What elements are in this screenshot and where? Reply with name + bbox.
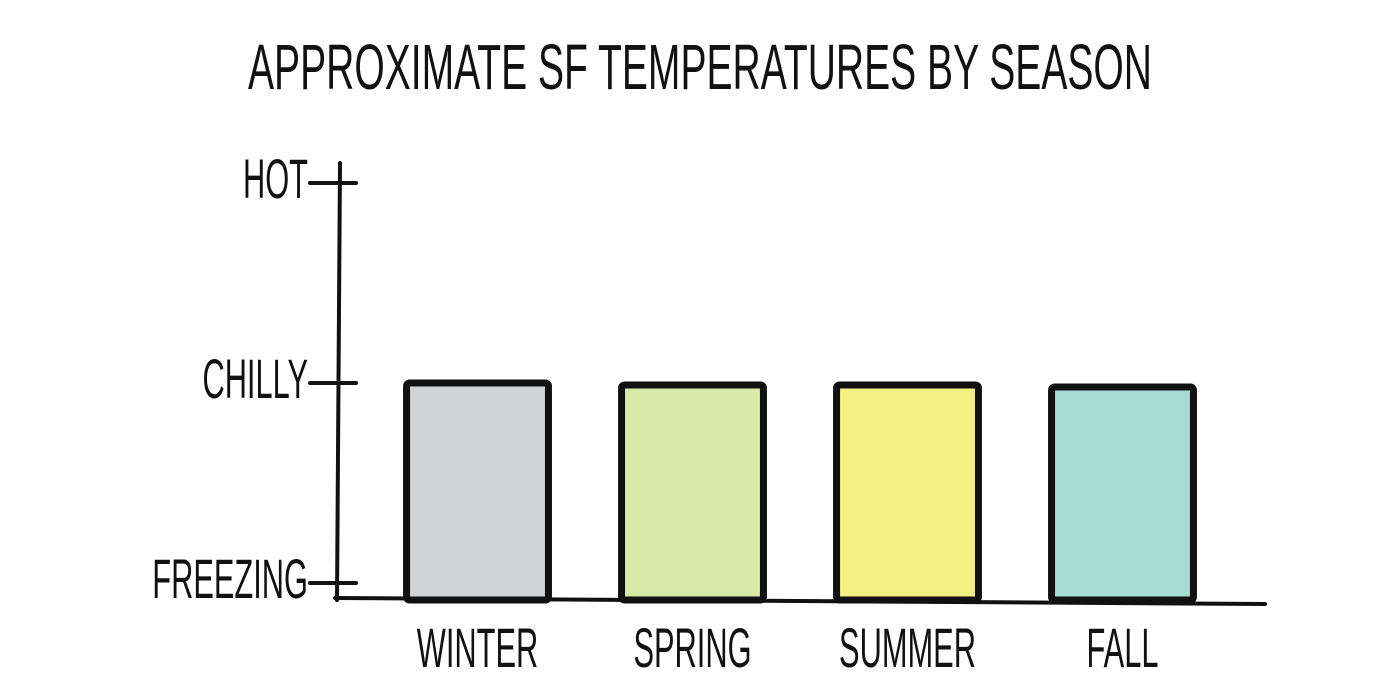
bar — [833, 381, 982, 604]
y-tick-label: CHILLY — [202, 347, 308, 410]
bar — [1048, 383, 1197, 604]
bar — [618, 381, 767, 604]
x-tick-label: SUMMER — [839, 616, 976, 679]
chart-title: APPROXIMATE SF TEMPERATURES BY SEASON — [248, 31, 1152, 103]
y-tick-label: HOT — [243, 147, 308, 210]
bar — [403, 379, 552, 604]
x-tick-label: FALL — [1087, 616, 1159, 679]
x-tick-label: WINTER — [417, 616, 538, 679]
y-tick-label: FREEZING — [152, 547, 308, 610]
x-tick-label: SPRING — [633, 616, 751, 679]
